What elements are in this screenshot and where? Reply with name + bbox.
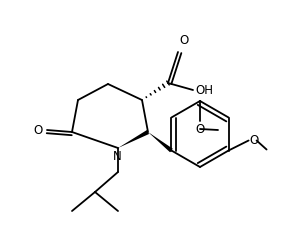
Text: O: O [250,134,259,147]
Text: O: O [195,123,205,136]
Polygon shape [148,132,173,152]
Polygon shape [118,130,149,148]
Text: O: O [179,34,188,47]
Text: O: O [34,123,43,136]
Text: OH: OH [195,83,213,97]
Text: N: N [113,150,121,163]
